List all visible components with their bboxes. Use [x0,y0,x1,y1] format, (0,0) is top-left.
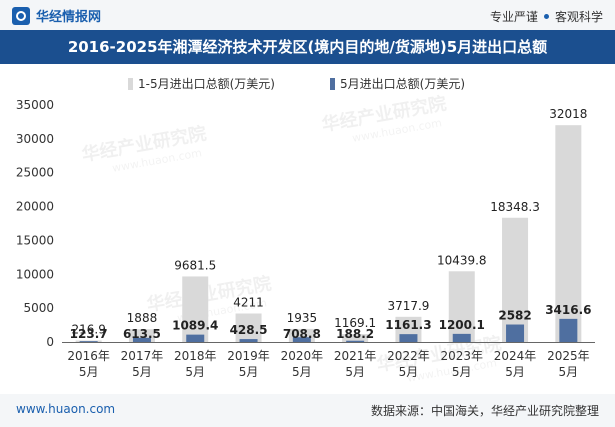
bar-chart: 华经产业研究院www.huaon.com华经产业研究院www.huaon.com… [16,77,595,385]
legend-label-2: 5月进出口总额(万美元) [340,77,465,91]
brand-name: 华经情报网 [36,10,102,25]
data-label-series2: 708.8 [283,327,321,341]
x-tick-label-month: 5月 [559,365,579,379]
x-tick-label-year: 2025年 [547,349,590,363]
data-label-series2: 3416.6 [545,303,591,317]
bar-series2 [399,334,418,342]
x-tick-label-year: 2018年 [174,349,217,363]
bar-series1 [235,313,262,342]
x-tick-label-month: 5月 [239,365,259,379]
legend-swatch-1 [128,78,133,90]
slogan: 专业严谨 客观科学 [490,8,603,25]
chart-title: 2016-2025年湘潭经济技术开发区(境内目的地/货源地)5月进出口总额 [67,38,548,56]
bar-series2 [452,333,471,342]
bar-series2 [239,339,258,342]
x-tick-label-year: 2016年 [67,349,110,363]
legend-swatch-2 [330,78,335,90]
legend-label-1: 1-5月进出口总额(万美元) [138,77,275,91]
y-tick-label: 15000 [16,233,54,247]
data-label-series1: 9681.5 [174,258,216,272]
x-tick-label-month: 5月 [345,365,365,379]
x-tick-label-year: 2021年 [334,349,377,363]
bar-series2 [132,337,151,342]
data-label-series2: 123.7 [70,327,108,341]
data-label-series2: 1161.3 [385,318,431,332]
data-label-series2: 188.2 [336,327,374,341]
x-tick-label-year: 2019年 [227,349,270,363]
bar-series2 [506,324,525,342]
data-label-series2: 1089.4 [172,319,218,333]
x-tick-label-year: 2022年 [387,349,430,363]
bar-series2 [559,318,578,342]
slogan-left: 专业严谨 [489,10,538,24]
y-tick-label: 30000 [16,132,54,146]
bar-series1 [342,334,369,342]
data-label-series1: 1888 [127,311,158,325]
x-tick-label-month: 5月 [185,365,205,379]
data-label-series1: 216.9 [71,323,105,337]
bar-series1 [502,217,529,342]
x-tick-label-month: 5月 [132,365,152,379]
footer-source: 数据来源：中国海关，华经产业研究院整理 [370,404,599,418]
data-label-series1: 4211 [233,295,264,309]
brand[interactable]: 华经情报网 [12,6,101,25]
bar-series2 [186,334,205,342]
brand-logo-icon [12,6,30,25]
y-tick-label: 20000 [16,200,54,214]
bar-series1 [448,271,475,342]
title-bar: 2016-2025年湘潭经济技术开发区(境内目的地/货源地)5月进出口总额 [0,30,615,64]
footer-website[interactable]: www.huaon.com [16,402,116,416]
bar-series1 [555,125,582,342]
bullet-dot-icon [543,14,549,19]
x-tick-label-month: 5月 [292,365,312,379]
data-label-series2: 1200.1 [439,318,485,332]
data-label-series2: 613.5 [123,327,161,341]
bar-series2 [79,341,98,342]
y-tick-label: 35000 [16,98,54,112]
data-label-series1: 1169.1 [334,316,376,330]
y-tick-label: 0 [46,335,54,349]
bar-series2 [346,340,365,342]
bar-series1 [182,276,209,342]
data-label-series2: 428.5 [230,323,268,337]
y-tick-label: 25000 [16,166,54,180]
footer: www.huaon.com 数据来源：中国海关，华经产业研究院整理 [0,394,615,427]
y-tick-label: 10000 [16,267,54,281]
x-tick-label-month: 5月 [79,365,99,379]
x-tick-label-month: 5月 [452,365,472,379]
y-tick-label: 5000 [23,301,54,315]
x-tick-label-month: 5月 [505,365,525,379]
x-tick-label-year: 2023年 [440,349,483,363]
data-label-series1: 1935 [287,311,318,325]
data-label-series2: 2582 [498,309,531,323]
x-tick-label-month: 5月 [399,365,419,379]
slogan-right: 客观科学 [554,10,603,24]
x-tick-label-year: 2017年 [121,349,164,363]
data-label-series1: 10439.8 [437,253,487,267]
data-label-series1: 3717.9 [387,299,429,313]
data-label-series1: 32018 [549,107,587,121]
x-tick-label-year: 2024年 [494,349,537,363]
x-tick-label-year: 2020年 [281,349,324,363]
bar-series2 [292,337,311,342]
top-bar: 华经情报网 专业严谨 客观科学 [0,0,615,30]
data-label-series1: 18348.3 [490,200,540,214]
